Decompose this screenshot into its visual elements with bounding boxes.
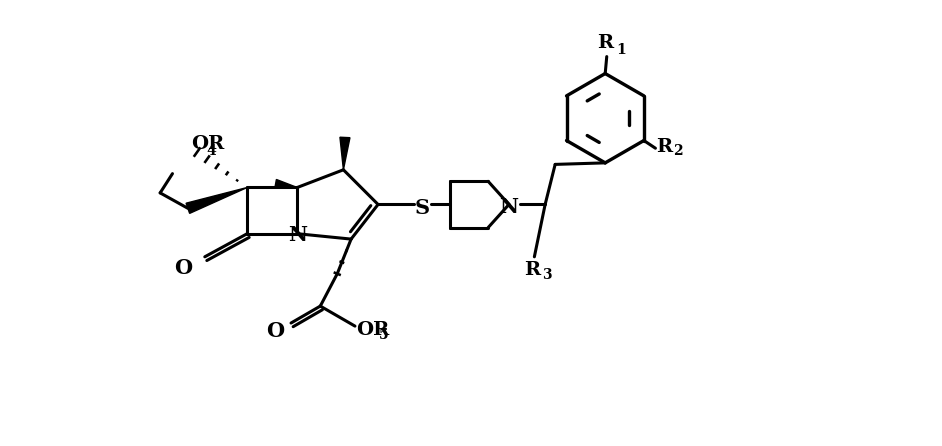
Text: 1: 1: [616, 43, 625, 57]
Text: 2: 2: [674, 145, 683, 158]
Text: O: O: [174, 258, 192, 277]
Text: R: R: [657, 138, 673, 156]
Text: S: S: [414, 198, 430, 218]
Text: 4: 4: [206, 144, 217, 157]
Text: O: O: [267, 321, 284, 341]
Text: N: N: [287, 225, 307, 245]
Text: R: R: [597, 34, 613, 52]
Text: OR: OR: [191, 136, 224, 153]
Text: N: N: [499, 197, 518, 217]
Polygon shape: [340, 137, 349, 170]
Polygon shape: [187, 187, 247, 213]
Text: 3: 3: [542, 268, 552, 282]
Text: 5: 5: [379, 328, 388, 343]
Polygon shape: [275, 179, 298, 188]
Text: R: R: [525, 261, 541, 279]
Text: OR: OR: [356, 321, 390, 339]
